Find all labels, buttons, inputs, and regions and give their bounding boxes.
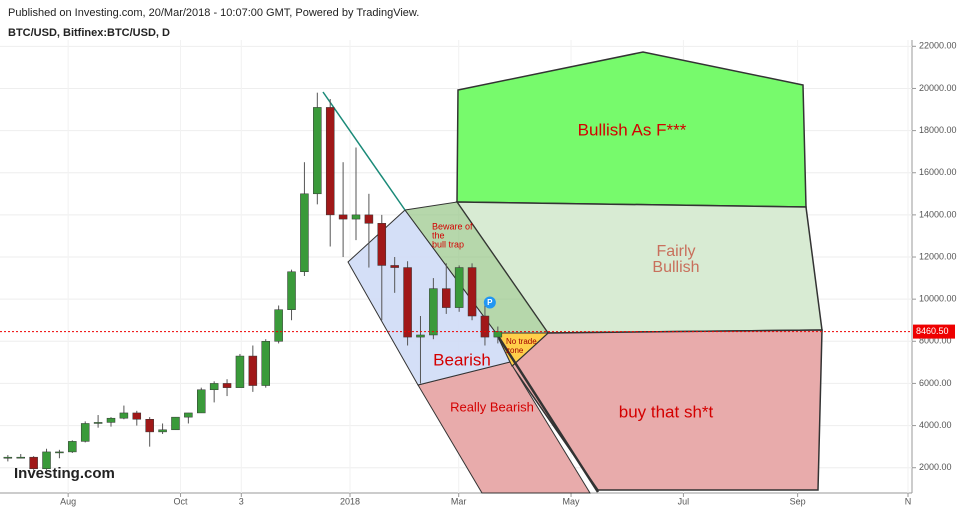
annotation-text: buy that sh*t (619, 402, 714, 421)
candle-body (480, 315, 490, 338)
candle-body (274, 309, 283, 342)
y-tick-label: 20000.00 (919, 83, 957, 93)
annotation-text: zone (506, 346, 524, 355)
candle-body (300, 193, 309, 273)
annotation-text: Fairly (656, 243, 695, 260)
y-tick-label: 16000.00 (919, 167, 957, 177)
candle-body (287, 271, 296, 310)
annotation-text: Bullish (652, 259, 699, 276)
x-tick-label: Aug (60, 496, 76, 506)
x-tick-label: 3 (239, 496, 244, 506)
candle-body (248, 355, 258, 386)
candle-body (403, 267, 412, 338)
candle-body (493, 331, 503, 338)
trend-line (322, 91, 406, 211)
candle-body (313, 107, 322, 195)
candle-body (106, 417, 116, 423)
x-tick-label: Jul (678, 496, 690, 506)
event-marker-label: P (487, 298, 493, 307)
candle-body (429, 288, 438, 336)
candle-body (42, 451, 51, 470)
candle-body (3, 456, 13, 459)
candle-body (261, 341, 270, 386)
candle-body (93, 422, 103, 424)
candle-body (171, 416, 180, 431)
logo: Investing.com (14, 465, 115, 482)
event-marker (483, 296, 496, 309)
candle-body (158, 429, 167, 433)
candle-body (222, 383, 232, 388)
candle-body (467, 267, 477, 317)
no-trade-zone (495, 332, 550, 367)
x-tick-label: Mar (451, 496, 467, 506)
candles-layer (3, 92, 503, 470)
candle-body (364, 214, 374, 224)
y-tick-label: 12000.00 (919, 251, 957, 261)
x-tick-label: N (905, 496, 912, 506)
candle-body (16, 456, 25, 459)
annotation-text: bull trap (432, 239, 464, 249)
annotation-text: Bullish As F*** (578, 120, 687, 139)
candle-body (235, 355, 245, 388)
candle-body (119, 412, 129, 419)
annotation-shapes (322, 51, 823, 494)
y-tick-label: 22000.00 (919, 41, 957, 51)
annotation-text: Beware of (432, 221, 473, 231)
boundary-line (494, 332, 600, 493)
y-tick-label: 6000.00 (919, 378, 952, 388)
y-tick-label: 2000.00 (919, 462, 952, 472)
annotation-text: the (432, 230, 445, 240)
y-tick-label: 14000.00 (919, 209, 957, 219)
candle-body (68, 441, 77, 453)
candle-body (29, 456, 38, 470)
annotation-text: No trade (506, 337, 537, 346)
annotation-text: Bearish (433, 350, 491, 369)
candle-body (132, 412, 142, 420)
x-tick-label: 2018 (340, 496, 360, 506)
candle-body (325, 107, 335, 216)
x-tick-label: Sep (790, 496, 806, 506)
last-price-box (913, 324, 955, 339)
y-tick-label: 4000.00 (919, 420, 952, 430)
candle-body (442, 288, 451, 308)
candle-body (55, 451, 64, 454)
candle-body (416, 334, 425, 338)
candle-body (377, 223, 387, 266)
candle-body (145, 419, 154, 433)
annotation-text: Really Bearish (450, 399, 534, 414)
candle-body (338, 214, 348, 220)
y-tick-label: 8000.00 (919, 336, 952, 346)
candle-body (351, 214, 361, 220)
x-tick-label: Oct (174, 496, 189, 506)
candle-body (454, 267, 464, 308)
candle-body (209, 383, 219, 391)
bullish-zone (456, 51, 807, 208)
y-tick-label: 18000.00 (919, 125, 957, 135)
candle-body (197, 389, 206, 414)
candle-body (80, 423, 90, 442)
y-tick-label: 10000.00 (919, 294, 957, 304)
candle-body (184, 412, 193, 418)
chart-title: Published on Investing.com, 20/Mar/2018 … (8, 7, 419, 19)
candle-body (390, 265, 399, 268)
chart-subtitle: BTC/USD, Bitfinex:BTC/USD, D (8, 27, 170, 39)
last-price-label: 8460.50 (916, 326, 949, 336)
x-tick-label: May (563, 496, 581, 506)
